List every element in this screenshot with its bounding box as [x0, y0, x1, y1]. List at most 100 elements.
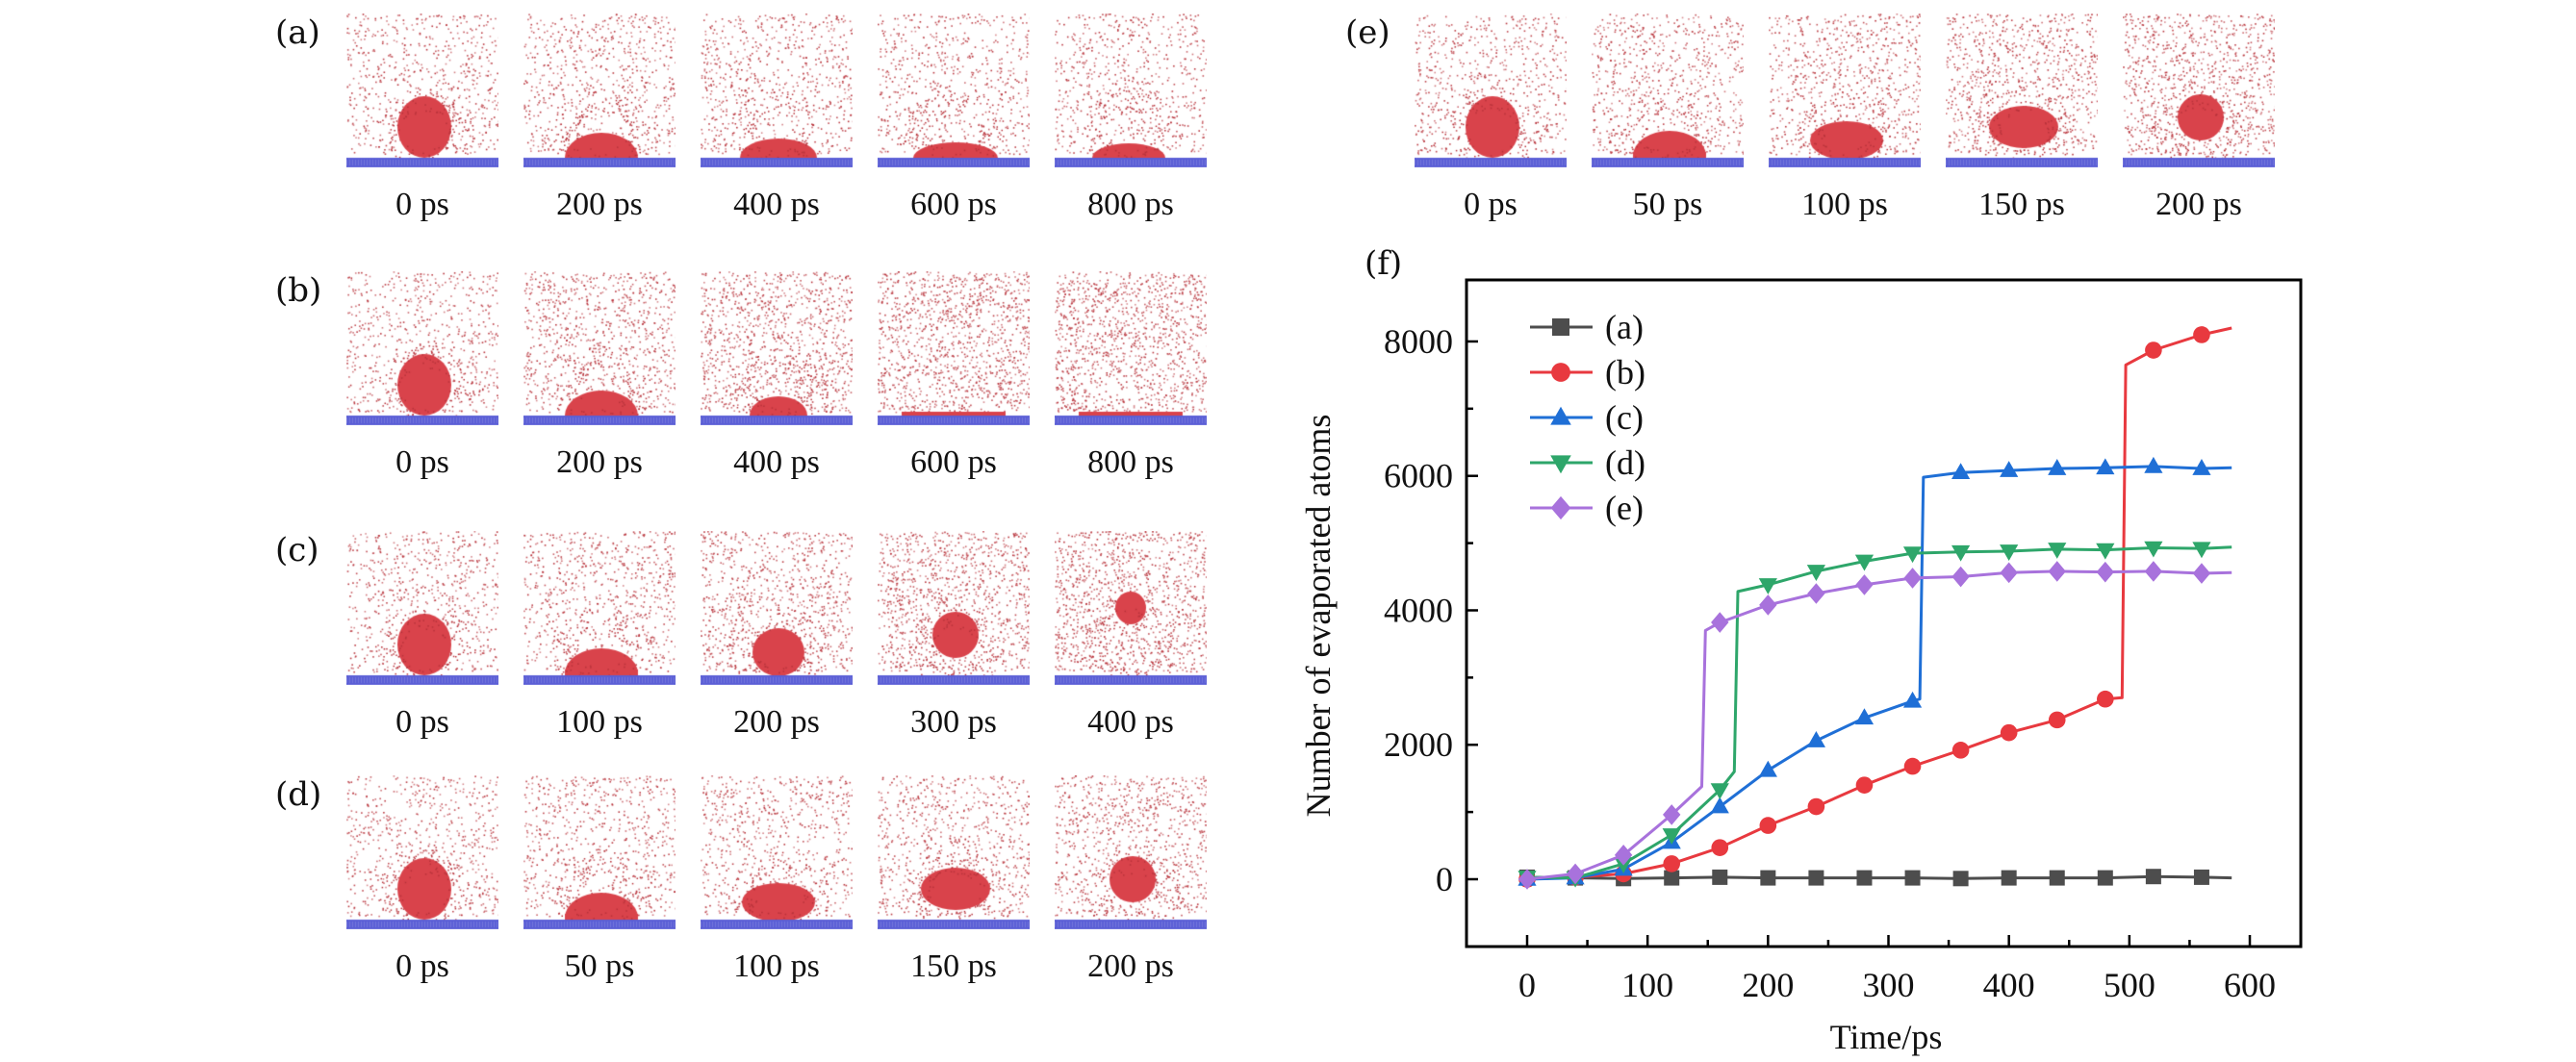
x-tick-label: 100: [1621, 966, 1673, 1004]
snapshot-time-label: 50 ps: [1632, 187, 1703, 222]
snapshot-image: [1055, 775, 1207, 929]
snapshot-time-label: 400 ps: [733, 444, 820, 480]
data-point: [1903, 757, 1922, 775]
snapshot-image: [346, 13, 498, 167]
y-tick-label: 2000: [1384, 725, 1453, 764]
data-point: [2193, 869, 2209, 885]
series-c: [1518, 456, 2232, 886]
snapshot-time-label: 800 ps: [1087, 444, 1174, 480]
data-point: [1759, 817, 1777, 834]
data-point: [2049, 870, 2065, 886]
data-point: [2048, 711, 2066, 729]
data-point: [1758, 760, 1777, 777]
data-point: [2000, 723, 2018, 742]
data-point: [2000, 562, 2018, 584]
x-tick-label: 300: [1863, 966, 1915, 1004]
panel-label: (a): [275, 13, 320, 52]
data-point: [1806, 565, 1826, 581]
data-point: [1614, 845, 1633, 866]
data-point: [2000, 544, 2019, 561]
snapshot-image: [1415, 13, 1567, 167]
y-axis-label: Number of evaporated atoms: [1299, 415, 1338, 818]
data-point: [2000, 461, 2019, 477]
data-point: [1711, 839, 1729, 856]
legend-label: (a): [1605, 308, 1644, 346]
snapshot-time-label: 300 ps: [910, 704, 997, 740]
x-tick-label: 0: [1518, 966, 1536, 1004]
snapshot-time-label: 0 ps: [395, 187, 449, 222]
x-axis-label: Time/ps: [1830, 1018, 1943, 1056]
data-point: [2193, 326, 2210, 343]
snapshot-image: [1055, 531, 1207, 685]
data-point: [1759, 594, 1777, 616]
series-e: [1518, 561, 2232, 890]
data-point: [2192, 459, 2211, 475]
x-tick-label: 600: [2224, 966, 2276, 1004]
y-axis: 0 2000 4000 6000 8000: [1384, 322, 1478, 948]
data-point: [1760, 870, 1776, 886]
snapshot-image: [701, 13, 853, 167]
snapshot-time-label: 200 ps: [733, 704, 820, 740]
y-tick-label: 8000: [1384, 322, 1453, 361]
legend-item: (e): [1530, 489, 1644, 527]
snapshot-time-label: 200 ps: [556, 444, 643, 480]
snapshot-time-label: 0 ps: [395, 704, 449, 740]
data-point: [1903, 568, 1922, 589]
data-point: [1855, 574, 1874, 595]
snapshot-time-label: 800 ps: [1087, 187, 1174, 222]
y-tick-label: 6000: [1384, 457, 1453, 495]
data-point: [1662, 828, 1681, 845]
snapshot-time-label: 400 ps: [1087, 704, 1174, 740]
data-point: [2001, 870, 2017, 886]
snapshot-image: [1592, 13, 1744, 167]
data-point: [2144, 541, 2163, 558]
legend-marker: [1551, 363, 1570, 382]
snapshot-image: [1055, 13, 1207, 167]
x-tick-label: 500: [2104, 966, 2155, 1004]
data-point: [1712, 869, 1728, 885]
snapshot-image: [701, 271, 853, 425]
data-point: [2145, 341, 2162, 359]
snapshot-image: [523, 775, 676, 929]
y-tick-label: 0: [1436, 860, 1453, 898]
data-point: [1807, 583, 1825, 604]
data-point: [1854, 554, 1875, 571]
data-point: [2144, 561, 2163, 582]
data-point: [1952, 871, 1969, 887]
snapshot-image: [523, 13, 676, 167]
data-point: [2145, 869, 2161, 885]
legend-marker: [1550, 406, 1571, 425]
snapshot-time-label: 100 ps: [733, 948, 820, 984]
data-point: [1951, 566, 1970, 588]
y-tick-label: 4000: [1384, 591, 1453, 629]
data-point: [1904, 870, 1921, 886]
snapshot-image: [346, 775, 498, 929]
snapshot-image: [878, 13, 1030, 167]
data-point: [1663, 855, 1681, 872]
data-point: [2144, 456, 2163, 473]
legend-marker: [1552, 318, 1569, 336]
legend-item: (c): [1530, 398, 1644, 437]
snapshot-time-label: 200 ps: [2155, 187, 2242, 222]
snapshot-image: [701, 531, 853, 685]
data-point: [1951, 742, 1970, 759]
legend-marker: [1550, 455, 1571, 474]
series-line: [1526, 465, 2232, 881]
data-point: [1951, 544, 1971, 562]
data-point: [2097, 690, 2114, 708]
legend-marker: [1550, 495, 1571, 520]
snapshot-time-label: 400 ps: [733, 187, 820, 222]
data-point: [1663, 804, 1681, 825]
snapshot-image: [523, 271, 676, 425]
x-tick-label: 200: [1742, 966, 1794, 1004]
data-point: [1711, 612, 1729, 633]
snapshot-image: [1055, 271, 1207, 425]
snapshot-time-label: 100 ps: [556, 704, 643, 740]
data-point: [1854, 708, 1875, 725]
legend-item: (b): [1530, 353, 1645, 392]
snapshot-image: [1946, 13, 2098, 167]
plot-frame: [1465, 278, 2303, 948]
data-point: [1808, 870, 1824, 886]
legend-item: (a): [1530, 308, 1644, 346]
